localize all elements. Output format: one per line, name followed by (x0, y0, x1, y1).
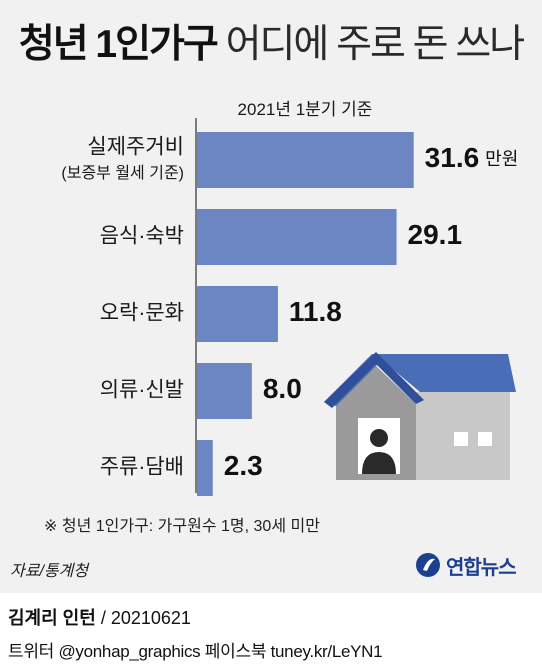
logo-text: 연합뉴스 (446, 556, 517, 579)
yonhap-logo: 연합뉴스 (414, 551, 517, 579)
bar-4 (197, 440, 213, 496)
category-label-2: 오락·문화 (100, 302, 184, 325)
value-label-1: 29.1 (408, 219, 463, 250)
yonhap-logo-icon (416, 553, 440, 577)
category-label-0-sub: (보증부 월세 기준) (61, 164, 184, 182)
category-label-1: 음식·숙박 (100, 225, 184, 248)
footnote: ※ 청년 1인가구: 가구원수 1명, 30세 미만 (44, 518, 320, 535)
window-left (454, 432, 468, 446)
title-light: 어디에 주로 돈 쓰나 (225, 23, 526, 66)
credit-name: 김계리 인턴 (8, 608, 96, 628)
value-label-2: 11.8 (289, 296, 342, 327)
category-label-3: 의류·신발 (100, 379, 184, 402)
category-label-0: 실제주거비 (87, 136, 184, 159)
window-right (478, 432, 492, 446)
unit-label: 만원 (485, 149, 518, 169)
chart-title: 청년 1인가구 어디에 주로 돈 쓰나 (0, 22, 542, 68)
bar-3 (197, 363, 252, 419)
credit-line: 김계리 인턴 / 20210621 (8, 604, 191, 630)
category-label-4: 주류·담배 (100, 456, 184, 479)
house-with-person-icon (324, 352, 516, 480)
source-label: 자료/통계청 (10, 563, 89, 580)
chart-subtitle: 2021년 1분기 기준 (237, 100, 373, 119)
person-head (370, 429, 388, 447)
value-label-0: 31.6 만원 (425, 142, 519, 173)
credit-date: / 20210621 (95, 608, 191, 628)
value-label-3: 8.0 (263, 373, 302, 404)
person-body (362, 452, 396, 474)
value-label-4: 2.3 (224, 450, 263, 481)
title-bold: 청년 1인가구 (18, 23, 219, 66)
house-roof-edge (324, 352, 424, 408)
social-links: 트위터 @yonhap_graphics 페이스북 tuney.kr/LeYN1 (8, 642, 383, 661)
bar-1 (197, 209, 397, 265)
bar-2 (197, 286, 278, 342)
bar-0 (197, 132, 414, 188)
